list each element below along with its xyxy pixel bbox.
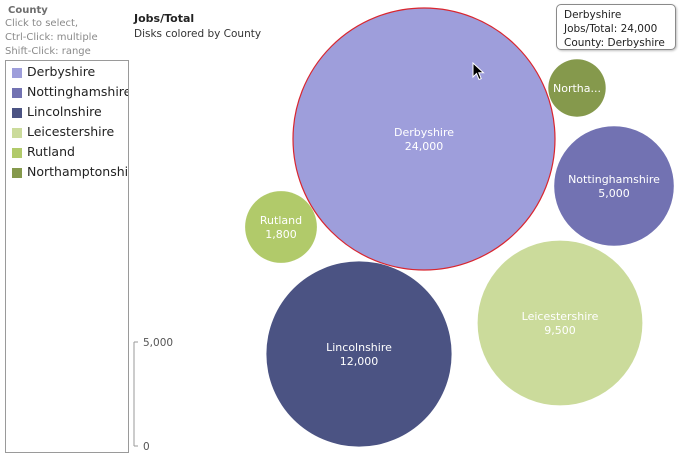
legend-item-leicestershire[interactable]: Leicestershire: [6, 123, 128, 143]
mouse-cursor-icon: [472, 62, 485, 81]
legend-item-lincolnshire[interactable]: Lincolnshire: [6, 103, 128, 123]
legend-item-label: Nottinghamshire: [27, 84, 129, 99]
bubble-disk[interactable]: [245, 191, 317, 263]
size-legend-tick-label: 5,000: [143, 337, 173, 349]
legend-list[interactable]: Derbyshire Nottinghamshire Lincolnshire …: [5, 60, 129, 453]
bubble-label: Nottinghamshire: [568, 173, 660, 186]
legend-hint-click: Click to select,: [5, 18, 79, 29]
legend-item-label: Derbyshire: [27, 64, 96, 79]
legend-swatch: [12, 128, 22, 138]
size-legend: 5,000 0: [133, 337, 173, 453]
legend-swatch: [12, 108, 22, 118]
legend-item-nottinghamshire[interactable]: Nottinghamshire: [6, 83, 129, 103]
bubble-disk[interactable]: [292, 7, 556, 271]
legend-item-label: Lincolnshire: [27, 104, 102, 119]
bubble-disk[interactable]: [554, 126, 674, 246]
legend-item-label: Leicestershire: [27, 124, 115, 139]
bubble-label: Leicestershire: [522, 310, 599, 323]
bubble-label: Derbyshire: [394, 126, 454, 139]
tooltip-line-name: Derbyshire: [564, 9, 622, 21]
bubble-value-label: 1,800: [265, 228, 297, 241]
legend-swatch: [12, 88, 22, 98]
bubble-disk[interactable]: [477, 240, 643, 406]
legend-item-northamptonshire[interactable]: Northamptonshire: [6, 163, 129, 183]
legend-item-derbyshire[interactable]: Derbyshire: [6, 63, 128, 83]
bubble-value-label: 9,500: [544, 324, 576, 337]
tooltip-line-county: County: Derbyshire: [564, 37, 665, 49]
size-legend-tick-label: 0: [143, 441, 150, 453]
bubble-disk[interactable]: [548, 59, 606, 117]
tooltip-line-value: Jobs/Total: 24,000: [564, 23, 658, 35]
legend-hint-ctrl-click: Ctrl-Click: multiple: [5, 32, 98, 43]
legend-swatch: [12, 148, 22, 158]
legend-hint-shift-click: Shift-Click: range: [5, 46, 91, 57]
bubble-disk[interactable]: [266, 261, 452, 447]
tooltip: Derbyshire Jobs/Total: 24,000 County: De…: [556, 4, 676, 50]
bubble-label: Northa...: [553, 82, 601, 95]
bubble-value-label: 5,000: [598, 187, 630, 200]
legend-item-label: Rutland: [27, 144, 75, 159]
bubble-value-label: 24,000: [405, 140, 444, 153]
bubble-northamptonshire[interactable]: Northa...: [548, 59, 606, 117]
legend-item-label: Northamptonshire: [27, 164, 129, 179]
color-legend-panel: County Click to select, Ctrl-Click: mult…: [0, 0, 132, 454]
legend-swatch: [12, 168, 22, 178]
chart-title: Jobs/Total: [134, 12, 195, 25]
bubble-value-label: 12,000: [340, 355, 379, 368]
legend-title: County: [8, 5, 48, 16]
legend-item-rutland[interactable]: Rutland: [6, 143, 128, 163]
chart-subtitle: Disks colored by County: [134, 28, 262, 40]
bubble-label: Rutland: [260, 214, 302, 227]
legend-swatch: [12, 68, 22, 78]
bubble-label: Lincolnshire: [326, 341, 392, 354]
